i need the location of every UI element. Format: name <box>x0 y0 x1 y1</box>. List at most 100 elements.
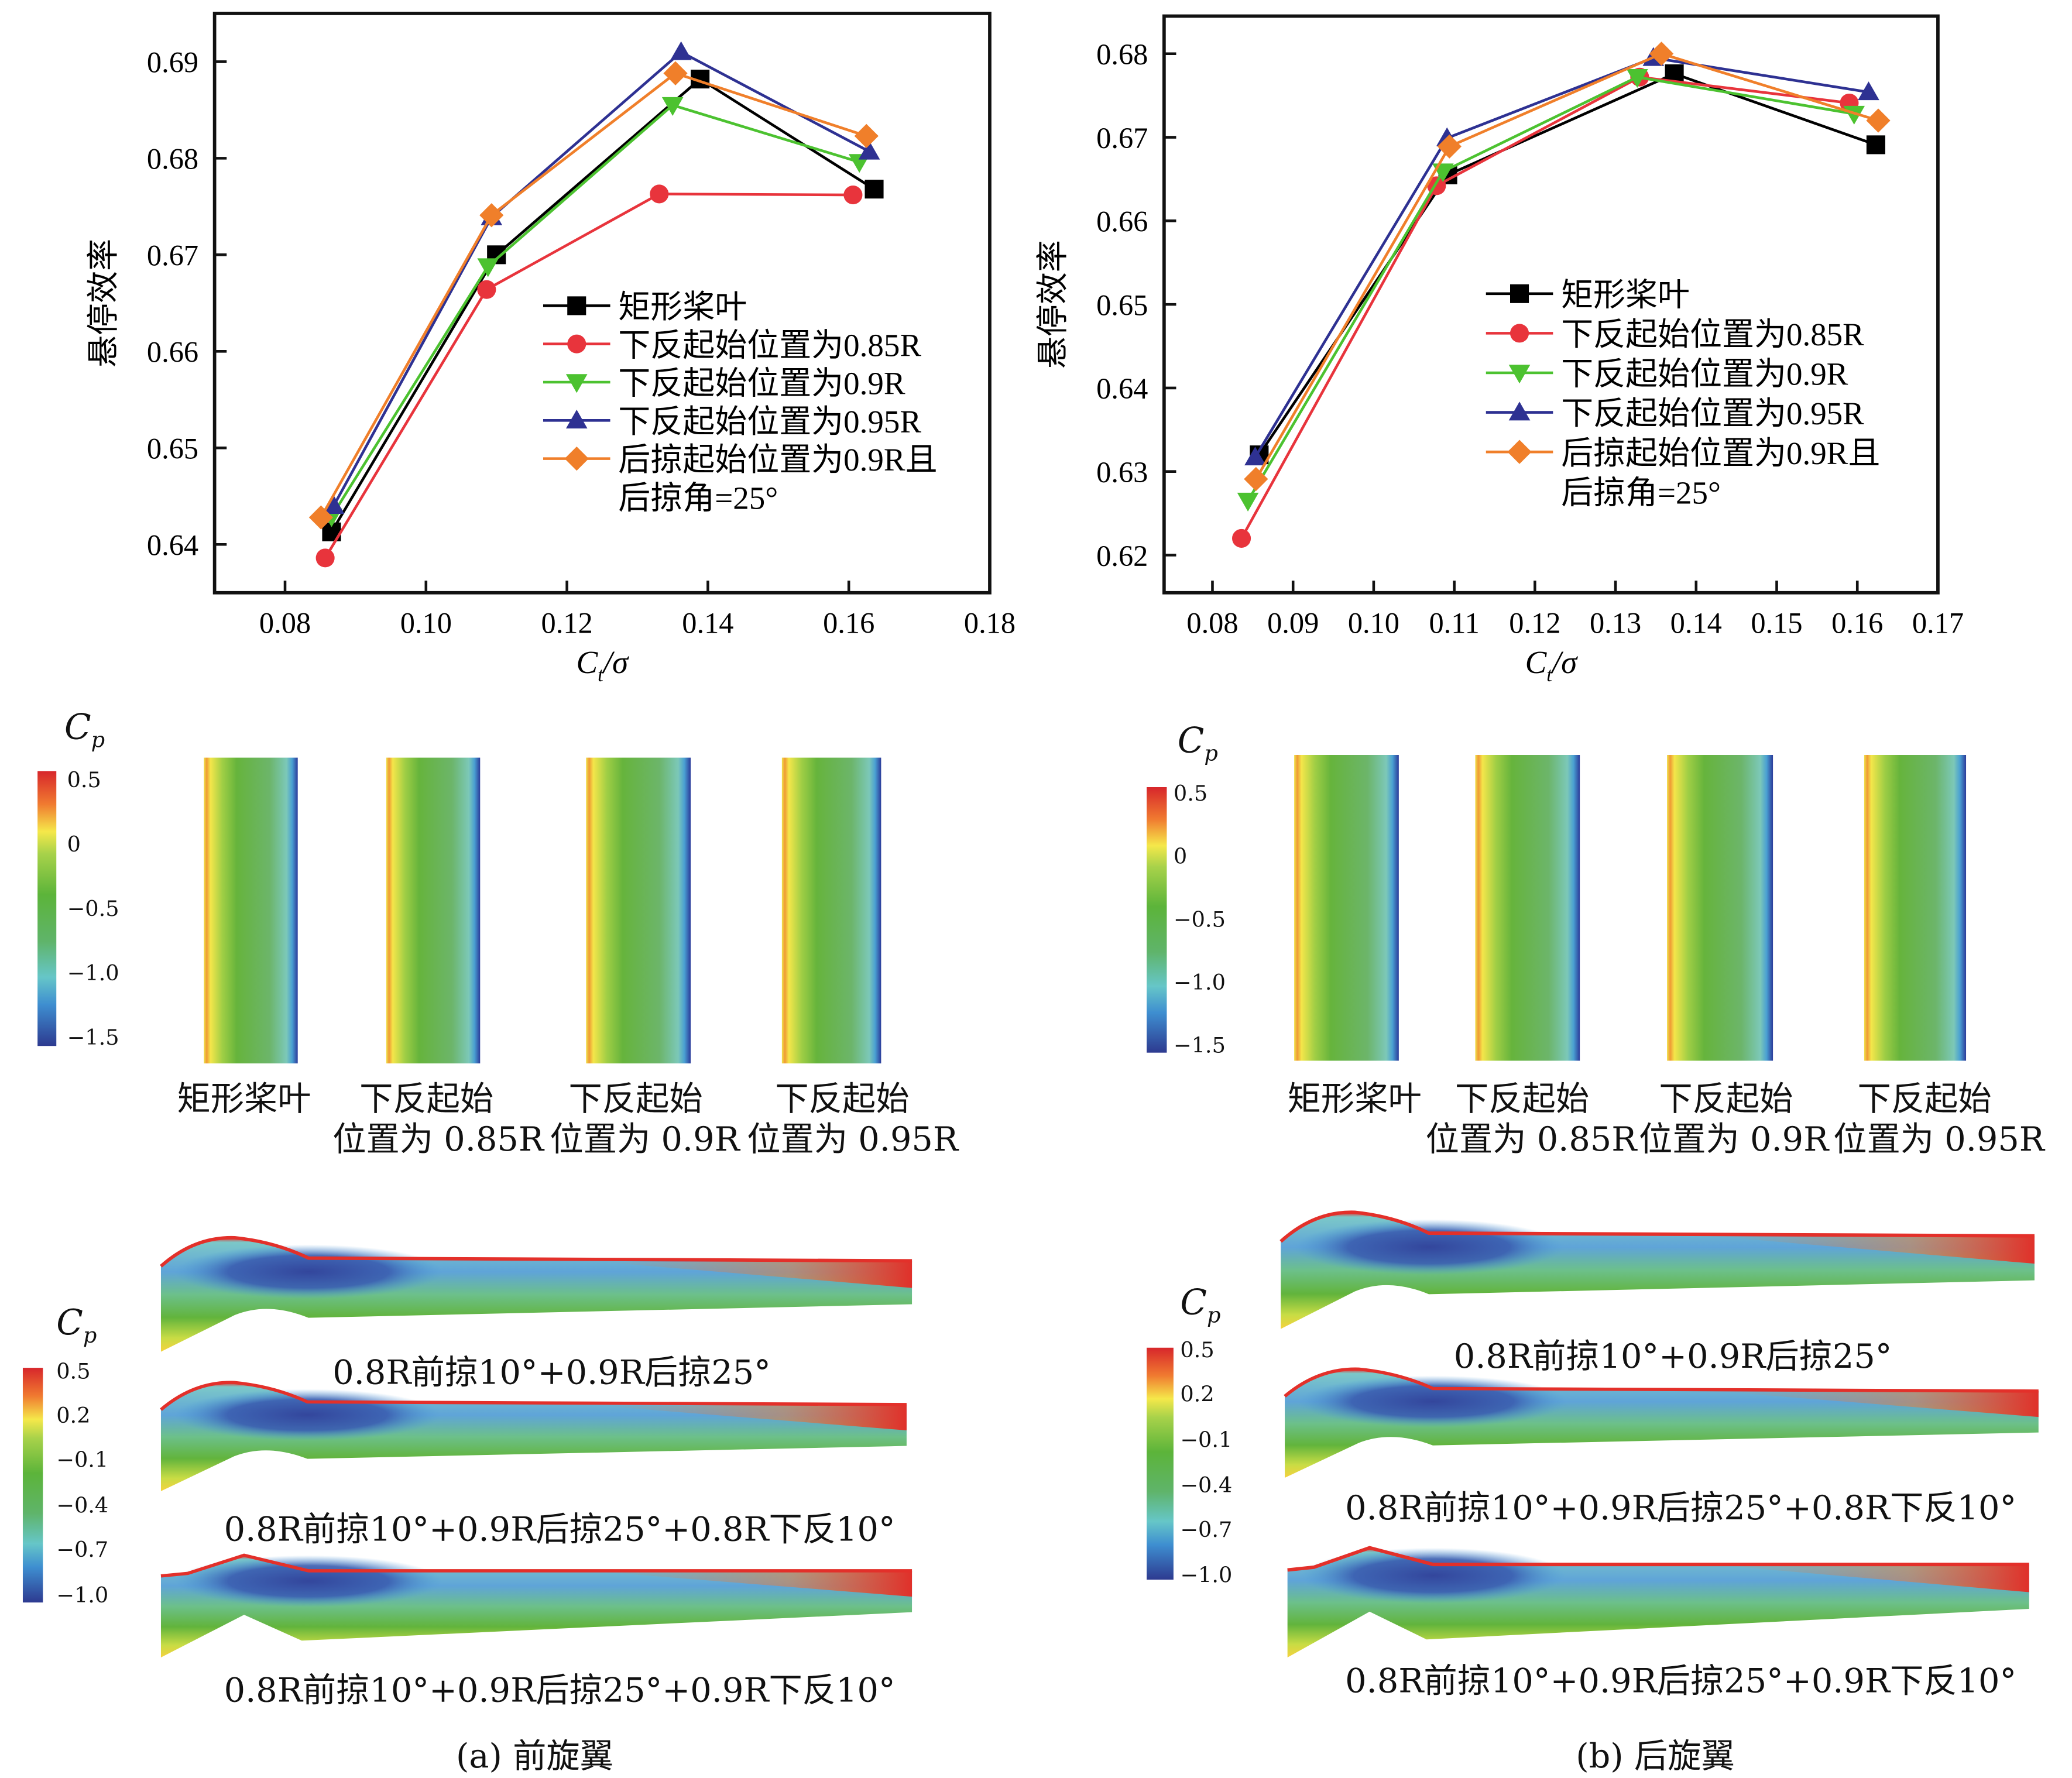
y-tick-label: 0.68 <box>147 143 198 176</box>
wing-low-pressure-region <box>174 1555 443 1607</box>
marker-triangle-down <box>1508 365 1531 384</box>
wing-pressure-contour <box>1279 1210 2035 1329</box>
x-tick-label: 0.16 <box>1831 606 1883 639</box>
wing-label: 0.8R前掠10°+0.9R后掠25° <box>332 1353 771 1392</box>
series-line <box>1258 72 1877 456</box>
legend-label: 矩形桨叶 <box>618 289 747 325</box>
blade-label: 下反起始 <box>775 1079 910 1118</box>
cp-label-left-wings: Cp <box>56 1303 97 1348</box>
colorbar <box>22 1368 43 1603</box>
blade-label: 位置为 0.95R <box>747 1120 958 1159</box>
colorbar-label: 0.2 <box>56 1402 91 1429</box>
colorbar-label: −0.7 <box>56 1536 109 1563</box>
colorbar-label: −1.0 <box>56 1582 109 1608</box>
x-tick-label: 0.13 <box>1590 606 1641 639</box>
marker-diamond <box>564 447 589 471</box>
marker-diamond <box>308 505 334 530</box>
colorbar <box>1147 1347 1174 1580</box>
series-line <box>330 104 860 517</box>
wing-tip-high-pressure-region <box>1725 1235 2035 1264</box>
blade-label: 位置为 0.85R <box>1425 1120 1637 1159</box>
legend-label: 下反起始位置为0.85R <box>1561 317 1864 352</box>
x-tick-label: 0.08 <box>1186 606 1238 639</box>
series-1: 下反起始位置为0.85R <box>315 184 921 568</box>
colorbar-label: −0.7 <box>1180 1516 1233 1542</box>
blade-label: 下反起始 <box>568 1079 703 1118</box>
x-tick-label: 0.12 <box>1509 606 1560 639</box>
blade-pressure-contour <box>204 757 298 1064</box>
x-tick-label: 0.17 <box>1912 606 1964 639</box>
colorbar-label: 0.5 <box>67 767 101 793</box>
colorbar-label: 0.2 <box>1180 1381 1215 1407</box>
colorbar-label: 0.5 <box>56 1358 91 1384</box>
series-0: 矩形桨叶 <box>322 70 884 541</box>
legend-label: 后掠角=25° <box>618 480 778 516</box>
marker-square <box>1510 284 1529 303</box>
wing-label: 0.8R前掠10°+0.9R后掠25° <box>1453 1337 1892 1376</box>
marker-circle <box>477 280 496 299</box>
marker-circle <box>843 186 863 205</box>
cp-label-left-blades: Cp <box>64 708 105 753</box>
legend-label: 后掠起始位置为0.9R且 <box>1561 435 1880 471</box>
marker-diamond <box>479 203 504 228</box>
marker-diamond <box>1649 42 1674 66</box>
marker-diamond <box>1244 466 1268 492</box>
blade-pressure-contour <box>1864 755 1967 1061</box>
x-tick-label: 0.09 <box>1267 606 1319 639</box>
wing-low-pressure-region <box>1294 1219 1564 1275</box>
colorbar-label: 0.5 <box>1173 780 1208 806</box>
marker-square <box>1866 135 1885 155</box>
blade-label: 位置为 0.9R <box>550 1120 740 1159</box>
x-tick-label: 0.18 <box>964 606 1016 639</box>
blade-label: 位置为 0.9R <box>1638 1120 1829 1159</box>
cp-label-right-wings: Cp <box>1180 1283 1221 1328</box>
y-tick-label: 0.66 <box>1096 205 1148 238</box>
marker-square <box>865 180 884 199</box>
colorbar-label: −1.0 <box>67 960 119 986</box>
colorbar-label: −1.5 <box>67 1024 119 1051</box>
x-tick-label: 0.15 <box>1751 606 1802 639</box>
blade-label: 矩形桨叶 <box>177 1079 311 1118</box>
wing-pressure-contour <box>160 1381 907 1491</box>
blade-label: 位置为 0.95R <box>1833 1120 2044 1159</box>
x-tick-label: 0.10 <box>400 606 452 639</box>
wing-low-pressure-region <box>1298 1375 1567 1427</box>
wing-low-pressure-region <box>174 1389 441 1441</box>
y-tick-label: 0.67 <box>1096 122 1148 155</box>
series-2: 下反起始位置为0.9R <box>1237 68 1865 512</box>
series-3: 下反起始位置为0.95R <box>1244 47 1879 466</box>
marker-circle <box>1510 324 1529 343</box>
wing-label: 0.8R前掠10°+0.9R后掠25°+0.8R下反10° <box>1345 1488 2017 1528</box>
legend-label: 下反起始位置为0.95R <box>1561 396 1864 431</box>
x-axis-label-sub: t <box>598 664 604 686</box>
blade-label: 下反起始 <box>1455 1079 1590 1118</box>
x-axis-label-base: C <box>1525 644 1548 680</box>
x-axis-label-sub: t <box>1546 664 1553 686</box>
marker-square <box>567 296 586 315</box>
blade-pressure-contour <box>586 757 691 1064</box>
blade-label: 位置为 0.85R <box>332 1120 544 1159</box>
plot-frame <box>212 12 992 595</box>
y-tick-label: 0.66 <box>147 336 198 369</box>
chart-a: 0.08 0.10 0.12 0.14 0.16 0.18 0.64 0.65 0.66 0.67… <box>85 12 1016 686</box>
colorbar <box>37 771 57 1046</box>
colorbar-label: −0.4 <box>56 1492 109 1518</box>
colorbar-label: 0 <box>1173 843 1188 869</box>
wing-pressure-contour <box>160 1553 912 1658</box>
legend-label: 下反起始位置为0.9R <box>618 366 905 401</box>
series-line <box>320 71 867 519</box>
series-3: 下反起始位置为0.95R <box>323 41 921 514</box>
wing-tip-high-pressure-region <box>600 1404 907 1431</box>
y-tick-label: 0.69 <box>147 46 198 79</box>
colorbar-label: 0.5 <box>1180 1337 1215 1362</box>
series-line <box>1254 52 1879 480</box>
cp-label-right-blades: Cp <box>1177 721 1218 766</box>
x-tick-label: 0.14 <box>1670 606 1722 639</box>
blade-pressure-contour <box>1475 755 1580 1061</box>
wing-pressure-contour <box>1284 1367 2039 1478</box>
blade-label: 下反起始 <box>1857 1079 1992 1118</box>
marker-triangle-up <box>323 495 345 514</box>
wing-tip-high-pressure-region <box>1724 1564 2029 1592</box>
